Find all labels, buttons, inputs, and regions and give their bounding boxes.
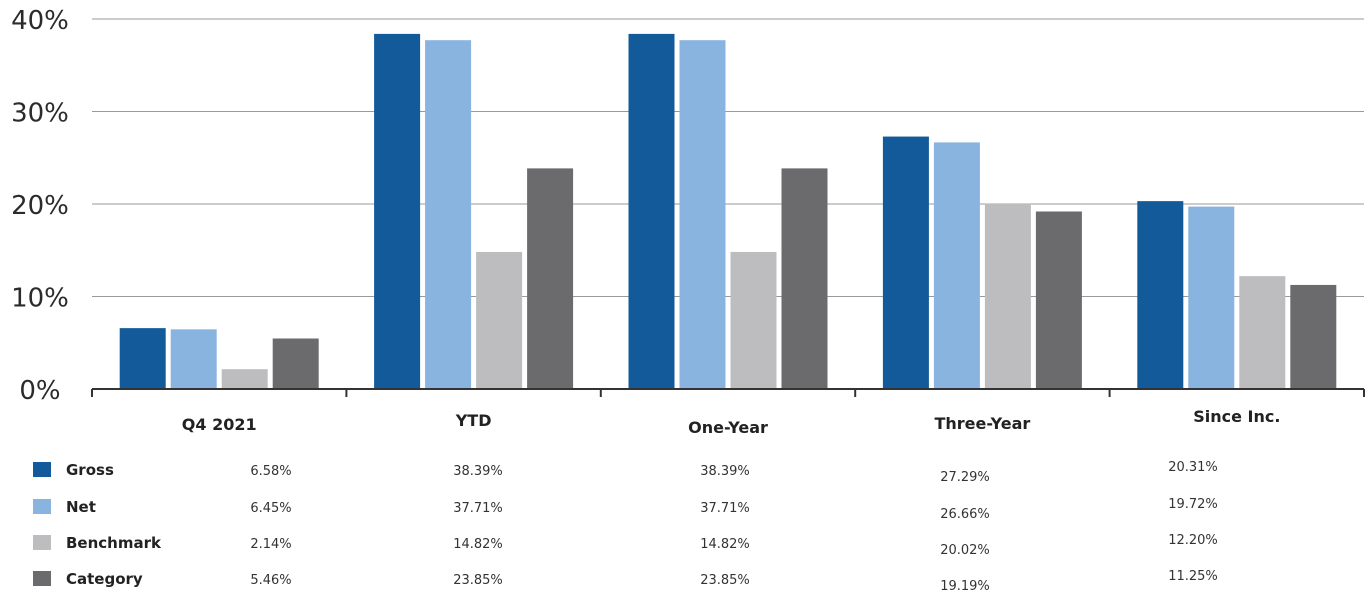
data-label: 37.71%: [453, 501, 503, 516]
bar-gross-2: [374, 33, 421, 390]
bar-benchmark-2: [476, 251, 523, 389]
bar-gross-3: [628, 33, 675, 390]
y-tick-label: 40%: [11, 6, 69, 36]
category-label: YTD: [455, 411, 492, 430]
data-label: 38.39%: [453, 464, 503, 479]
legend-swatch-net: [33, 499, 51, 514]
data-label: 26.66%: [940, 507, 990, 522]
y-tick-label: 20%: [11, 191, 69, 221]
bar-net-3: [679, 40, 726, 390]
data-label: 14.82%: [700, 537, 750, 552]
category-labels: Q4 2021 YTD One-Year Three-Year Since Inc.: [182, 407, 1281, 437]
data-label: 23.85%: [453, 573, 503, 588]
category-label: Q4 2021: [182, 415, 257, 434]
data-label: 38.39%: [700, 464, 750, 479]
bar-category-3: [781, 168, 828, 389]
bar-gross-5: [1137, 201, 1184, 389]
x-axis: [91, 388, 1365, 397]
data-label: 6.45%: [250, 501, 291, 516]
data-label: 20.02%: [940, 543, 990, 558]
bar-net-4: [933, 142, 980, 389]
data-label: 2.14%: [250, 537, 291, 552]
data-label: 19.72%: [1168, 497, 1218, 512]
bar-net-5: [1188, 206, 1235, 389]
data-label: 11.25%: [1168, 569, 1218, 584]
bar-category-5: [1290, 284, 1337, 389]
bar-net-1: [170, 329, 217, 389]
bar-gross-1: [119, 328, 166, 389]
data-label: 19.19%: [940, 579, 990, 593]
data-label: 20.31%: [1168, 460, 1218, 475]
y-tick-label: 30%: [11, 99, 69, 129]
bar-benchmark-4: [984, 203, 1031, 389]
bars: [119, 33, 1337, 390]
bar-category-1: [272, 338, 319, 389]
category-label: Since Inc.: [1193, 407, 1280, 426]
category-label: One-Year: [688, 418, 768, 437]
legend-label-gross: Gross: [66, 461, 114, 479]
y-axis-ticks: 0% 10% 20% 30% 40%: [11, 6, 69, 406]
bar-benchmark-5: [1239, 276, 1286, 389]
legend-table: Gross 6.58% 38.39% 38.39% 27.29% 20.31% Net 6.4…: [33, 460, 1218, 593]
y-tick-label: 0%: [19, 376, 60, 406]
data-label: 12.20%: [1168, 533, 1218, 548]
bar-benchmark-3: [730, 251, 777, 389]
data-label: 27.29%: [940, 470, 990, 485]
bar-category-4: [1035, 211, 1082, 389]
bar-gross-4: [882, 136, 929, 389]
bar-net-2: [425, 40, 472, 390]
data-label: 5.46%: [250, 573, 291, 588]
legend-swatch-gross: [33, 462, 51, 477]
legend-label-benchmark: Benchmark: [66, 534, 162, 552]
category-label: Three-Year: [934, 414, 1030, 433]
legend-swatch-benchmark: [33, 535, 51, 550]
data-label: 6.58%: [250, 464, 291, 479]
y-tick-label: 10%: [11, 284, 69, 314]
data-label: 14.82%: [453, 537, 503, 552]
legend-swatch-category: [33, 571, 51, 586]
data-label: 23.85%: [700, 573, 750, 588]
legend-label-net: Net: [66, 498, 96, 516]
data-label: 37.71%: [700, 501, 750, 516]
bar-category-2: [527, 168, 574, 389]
bar-benchmark-1: [221, 369, 268, 389]
legend-label-category: Category: [66, 570, 143, 588]
